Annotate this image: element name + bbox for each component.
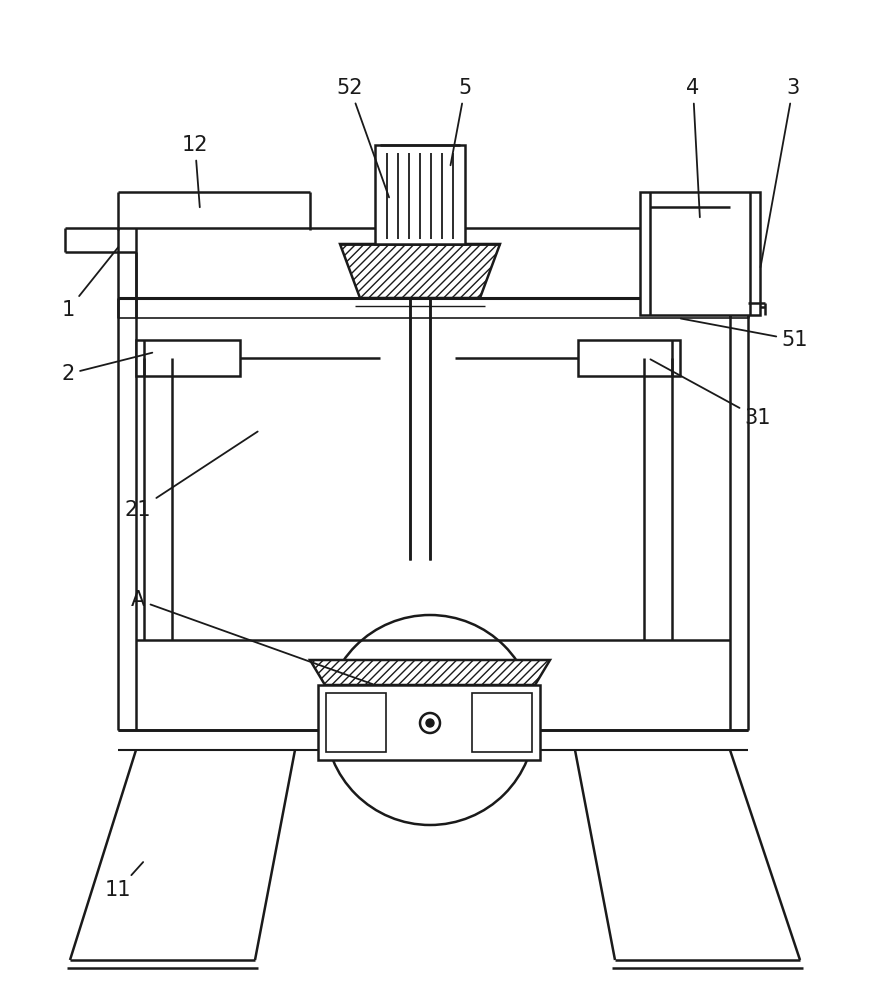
Bar [318,685,539,760]
Text: 52: 52 [336,78,389,197]
Text: 51: 51 [680,319,808,350]
Text: A: A [131,590,372,684]
Text: 21: 21 [125,432,257,520]
Text: 4: 4 [686,78,699,217]
Text: 11: 11 [104,862,143,900]
Bar [471,693,531,752]
Text: 5: 5 [450,78,471,165]
Text: 1: 1 [61,247,119,320]
Text: 31: 31 [650,359,770,428]
Circle shape [426,719,434,727]
Text: 3: 3 [759,78,799,267]
Polygon shape [310,660,550,685]
Polygon shape [340,244,500,298]
Bar [639,192,759,315]
Bar [136,340,240,376]
Bar [375,145,464,244]
Text: 2: 2 [61,353,152,384]
Bar [578,340,680,376]
Bar [326,693,385,752]
Text: 12: 12 [182,135,208,207]
